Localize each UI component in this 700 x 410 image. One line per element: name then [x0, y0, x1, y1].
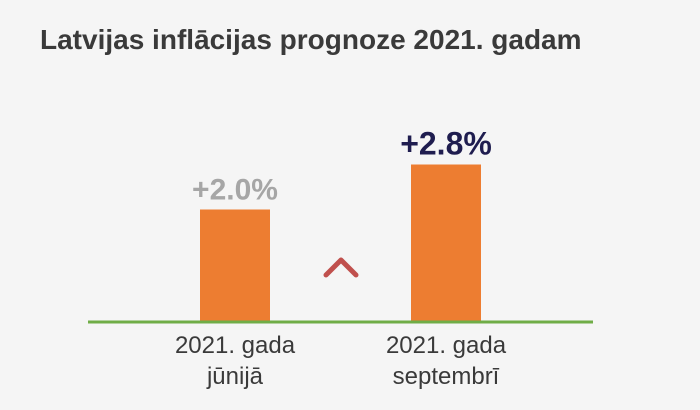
x-tick-label-2-line-1: 2021. gada: [386, 332, 507, 359]
x-tick-label-1-line-1: 2021. gada: [175, 332, 296, 359]
up-arrow-icon: [323, 257, 359, 309]
bar-2: [411, 164, 481, 322]
x-tick-label-2-line-2: septembrī: [393, 363, 500, 390]
data-label-2: +2.8%: [400, 126, 492, 162]
data-label-1: +2.0%: [192, 174, 278, 207]
chart-title: Latvijas inflācijas prognoze 2021. gadam: [40, 24, 582, 55]
x-tick-label-1-line-2: jūnijā: [206, 363, 264, 390]
bar-1: [200, 209, 270, 322]
